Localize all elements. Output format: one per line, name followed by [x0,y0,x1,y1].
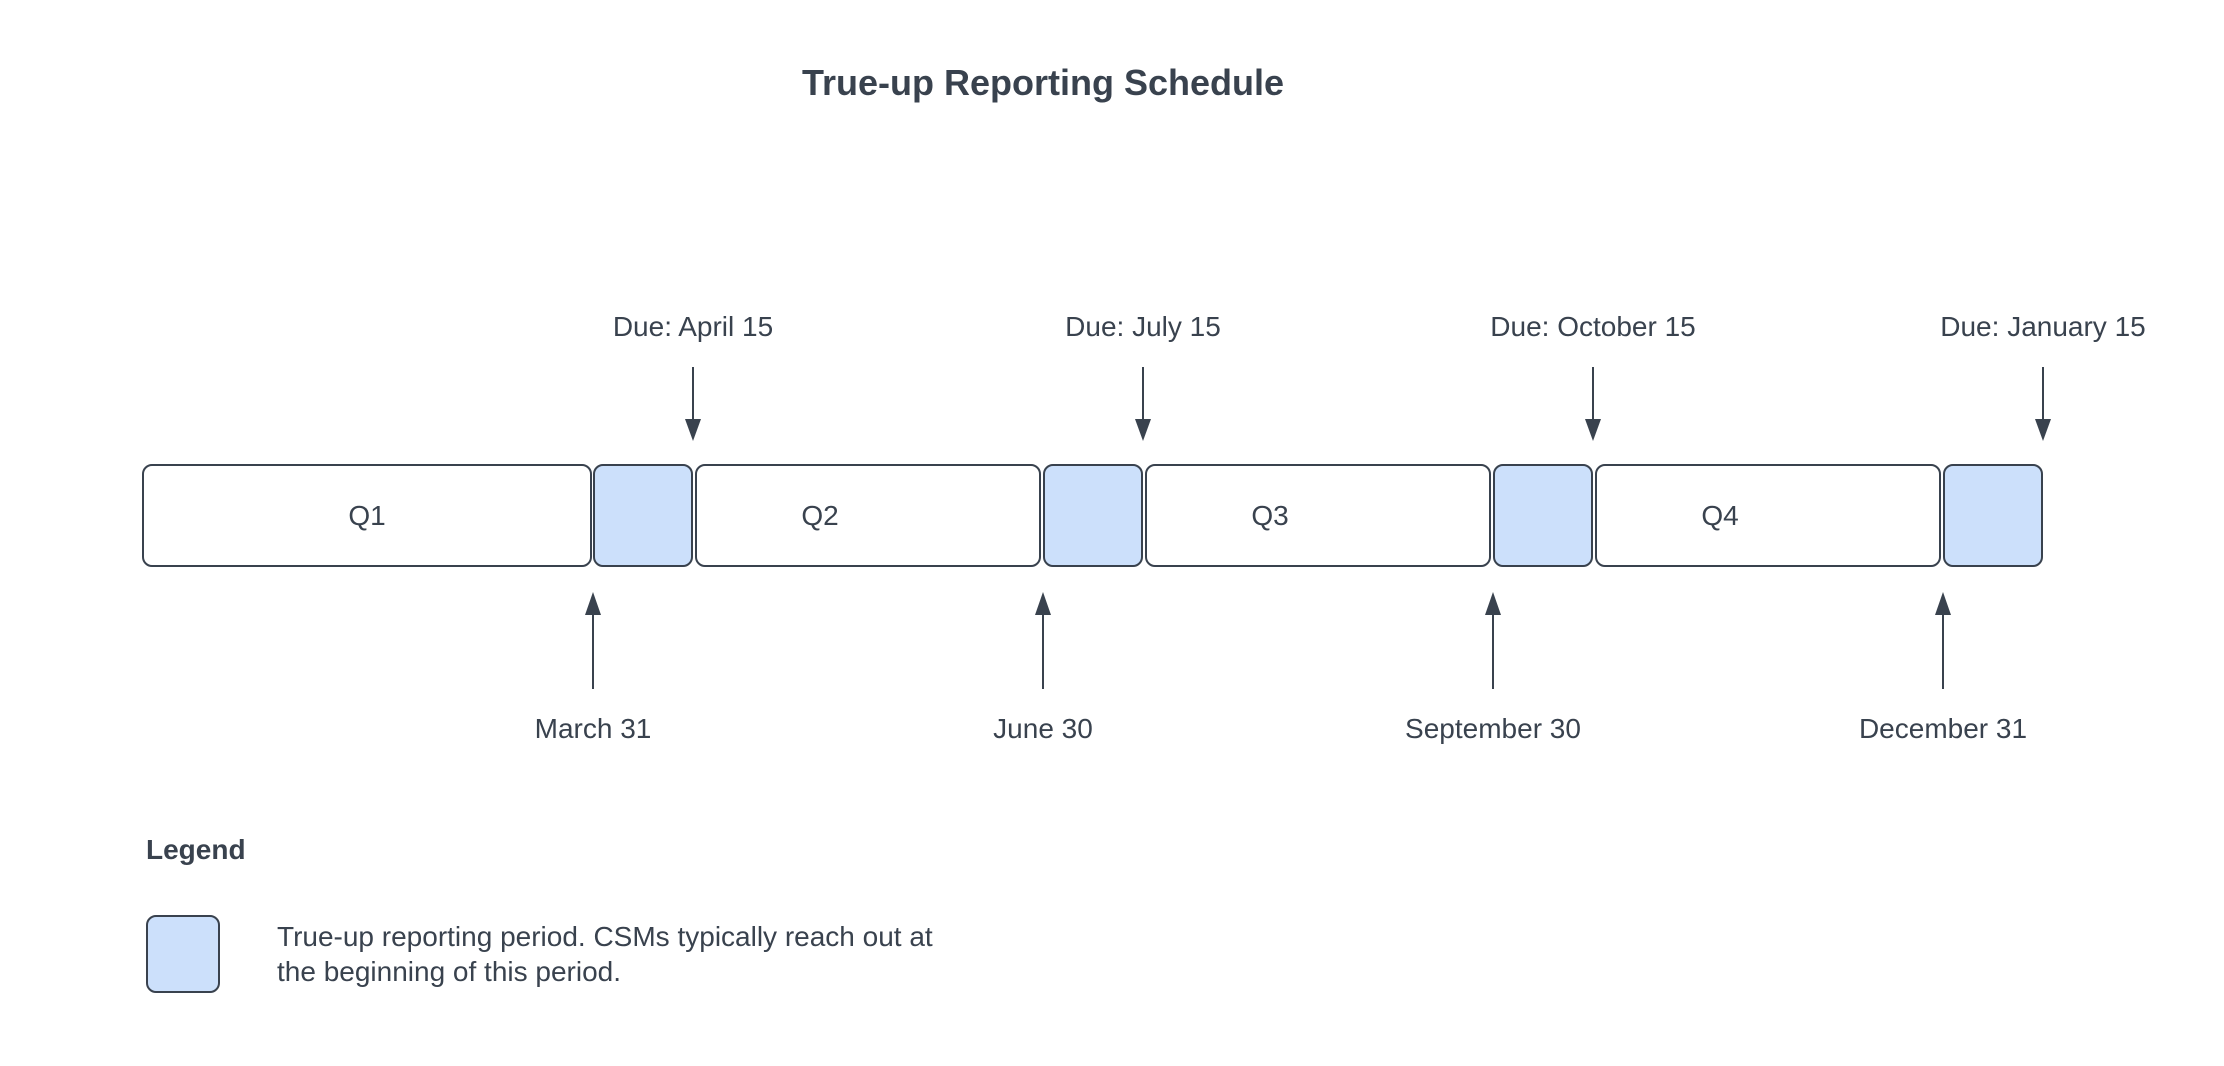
quarter-end-label-march: March 31 [534,713,652,744]
quarter-end-arrow-december [1935,592,1951,689]
timeline-segment-trueup-1 [593,464,693,567]
timeline-segment-trueup-2 [1043,464,1143,567]
due-arrow-april [685,367,701,441]
timeline-segment-q2: Q2 [695,464,1041,567]
timeline-segment-q4: Q4 [1595,464,1941,567]
legend-description-line-2: the beginning of this period. [277,956,622,987]
quarter-end-arrow-june [1035,592,1051,689]
timeline-segment-trueup-3 [1493,464,1593,567]
timeline-segment-trueup-4 [1943,464,2043,567]
diagram-title: True-up Reporting Schedule [801,62,1285,103]
due-arrow-october [1585,367,1601,441]
legend-heading: Legend [146,834,246,865]
due-date-label-october: Due: October 15 [1490,311,1696,342]
legend-description-line-1: True-up reporting period. CSMs typically… [277,921,933,952]
due-date-label-january: Due: January 15 [1940,311,2146,342]
due-arrow-july [1135,367,1151,441]
quarter-label-q3: Q3 [1251,499,1289,531]
timeline-segment-q1: Q1 [142,464,592,567]
due-date-label-april: Due: April 15 [612,311,774,342]
due-date-label-july: Due: July 15 [1065,311,1221,342]
quarter-end-arrow-march [585,592,601,689]
trueup-period-swatch [146,915,220,993]
quarter-end-label-december: December 31 [1858,713,2028,744]
quarter-end-arrow-september [1485,592,1501,689]
quarter-label-q1: Q1 [348,499,386,531]
timeline-segment-q3: Q3 [1145,464,1491,567]
legend-description: True-up reporting period. CSMs typically… [277,919,933,989]
quarter-end-label-june: June 30 [993,713,1093,744]
quarter-label-q2: Q2 [801,499,839,531]
due-arrow-january [2035,367,2051,441]
quarter-label-q4: Q4 [1701,499,1739,531]
quarter-end-label-september: September 30 [1405,713,1581,744]
